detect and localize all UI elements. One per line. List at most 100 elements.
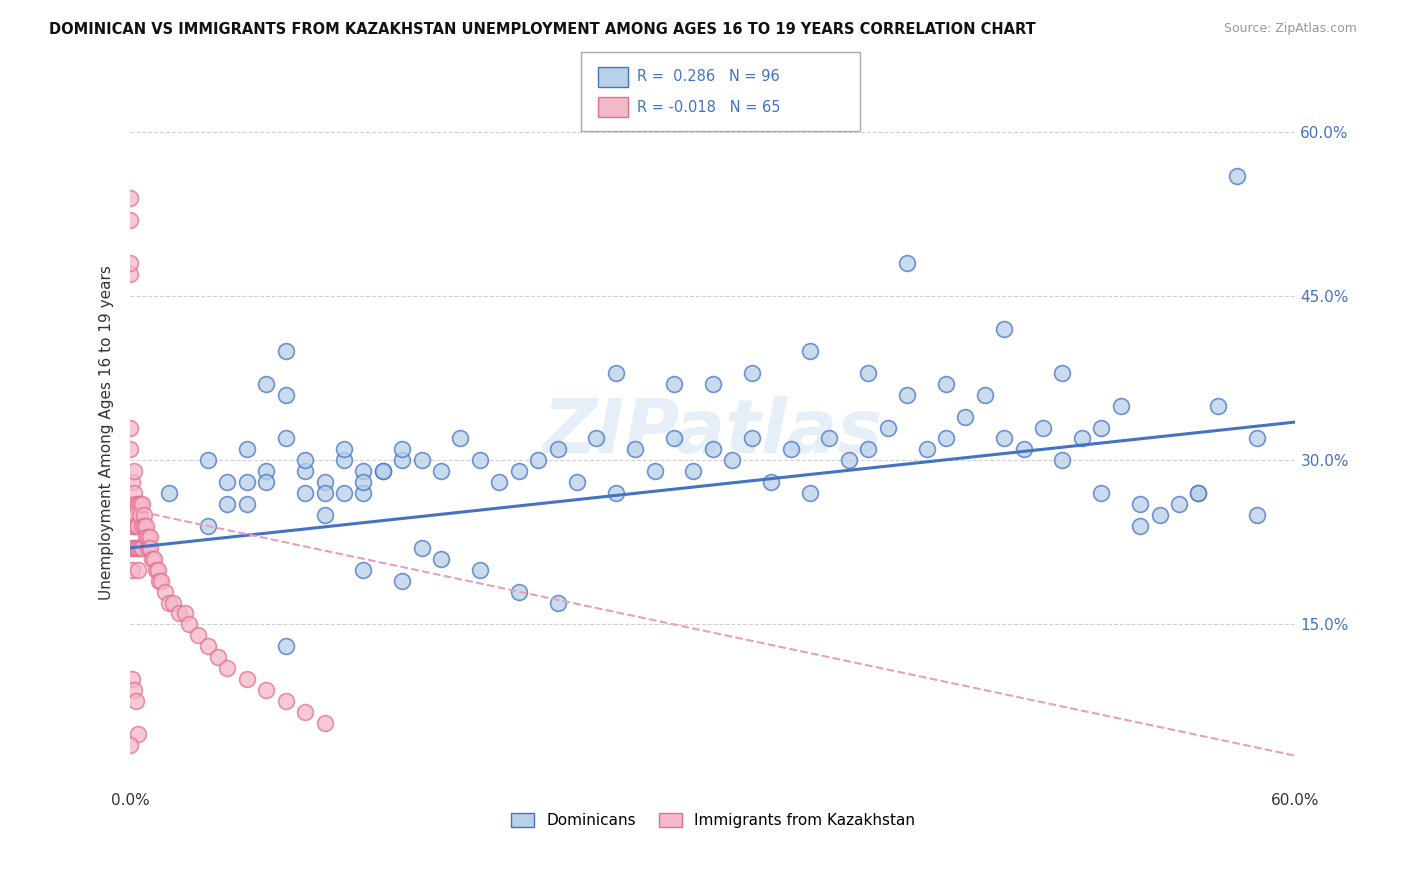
Point xyxy=(1187,486,1209,500)
Point xyxy=(662,432,685,446)
Point xyxy=(838,453,860,467)
Point xyxy=(294,705,316,719)
Point xyxy=(508,584,530,599)
Point xyxy=(702,442,724,457)
Point xyxy=(391,442,413,457)
Point xyxy=(449,432,471,446)
Point xyxy=(197,640,219,654)
Point xyxy=(129,497,152,511)
Point xyxy=(1129,519,1152,533)
Point xyxy=(1090,420,1112,434)
Point xyxy=(131,519,153,533)
Point xyxy=(1187,486,1209,500)
Point xyxy=(254,376,277,391)
Point xyxy=(157,596,180,610)
Point xyxy=(352,563,374,577)
Point xyxy=(120,442,142,457)
Point xyxy=(1246,508,1268,522)
Point xyxy=(333,486,356,500)
Point xyxy=(430,464,453,478)
Point xyxy=(122,508,145,522)
Point xyxy=(411,453,433,467)
Point xyxy=(1246,432,1268,446)
Point xyxy=(1206,399,1229,413)
Point xyxy=(136,530,159,544)
Point xyxy=(1052,453,1074,467)
Point xyxy=(799,486,821,500)
Point xyxy=(294,486,316,500)
Point xyxy=(333,453,356,467)
Point xyxy=(896,256,918,270)
Point xyxy=(371,464,394,478)
Point xyxy=(122,464,145,478)
Point xyxy=(127,563,149,577)
Point xyxy=(858,366,880,380)
Point xyxy=(139,530,162,544)
Point xyxy=(915,442,938,457)
Point xyxy=(468,453,491,467)
Point xyxy=(120,256,142,270)
Point xyxy=(146,563,169,577)
Point xyxy=(236,442,259,457)
Point xyxy=(741,366,763,380)
Point xyxy=(122,683,145,698)
Point xyxy=(157,486,180,500)
Point xyxy=(127,519,149,533)
Point xyxy=(1168,497,1191,511)
Point xyxy=(411,541,433,555)
Point xyxy=(547,596,569,610)
Point xyxy=(121,497,143,511)
Point xyxy=(488,475,510,490)
Text: R = -0.018   N = 65: R = -0.018 N = 65 xyxy=(637,100,780,115)
Point xyxy=(236,672,259,686)
Point xyxy=(352,486,374,500)
Point xyxy=(121,519,143,533)
Point xyxy=(721,453,744,467)
Point xyxy=(993,322,1015,336)
Point xyxy=(1052,366,1074,380)
Legend: Dominicans, Immigrants from Kazakhstan: Dominicans, Immigrants from Kazakhstan xyxy=(505,807,921,834)
Point xyxy=(682,464,704,478)
Point xyxy=(547,442,569,457)
Point xyxy=(122,486,145,500)
Point xyxy=(352,475,374,490)
Point xyxy=(125,508,148,522)
Point xyxy=(120,420,142,434)
Y-axis label: Unemployment Among Ages 16 to 19 years: Unemployment Among Ages 16 to 19 years xyxy=(100,266,114,600)
Point xyxy=(1090,486,1112,500)
Point xyxy=(391,574,413,588)
Point xyxy=(352,464,374,478)
Point xyxy=(150,574,173,588)
Point xyxy=(508,464,530,478)
Point xyxy=(993,432,1015,446)
Point xyxy=(132,508,155,522)
Point xyxy=(254,475,277,490)
Point xyxy=(122,519,145,533)
Text: Source: ZipAtlas.com: Source: ZipAtlas.com xyxy=(1223,22,1357,36)
Point xyxy=(145,563,167,577)
Point xyxy=(120,738,142,752)
Point xyxy=(1129,497,1152,511)
Point xyxy=(294,453,316,467)
Point xyxy=(125,497,148,511)
Point xyxy=(121,672,143,686)
Point xyxy=(1226,169,1249,183)
Point xyxy=(254,683,277,698)
Point xyxy=(125,694,148,708)
Point xyxy=(135,530,157,544)
Point xyxy=(935,376,957,391)
Point xyxy=(274,694,297,708)
Point xyxy=(314,715,336,730)
Point xyxy=(274,640,297,654)
Point xyxy=(779,442,801,457)
Point xyxy=(217,475,239,490)
Point xyxy=(973,387,995,401)
Point xyxy=(236,475,259,490)
Point xyxy=(129,508,152,522)
Point xyxy=(162,596,184,610)
Point xyxy=(131,541,153,555)
Point xyxy=(818,432,841,446)
Point xyxy=(391,453,413,467)
Point xyxy=(314,508,336,522)
Point xyxy=(135,519,157,533)
